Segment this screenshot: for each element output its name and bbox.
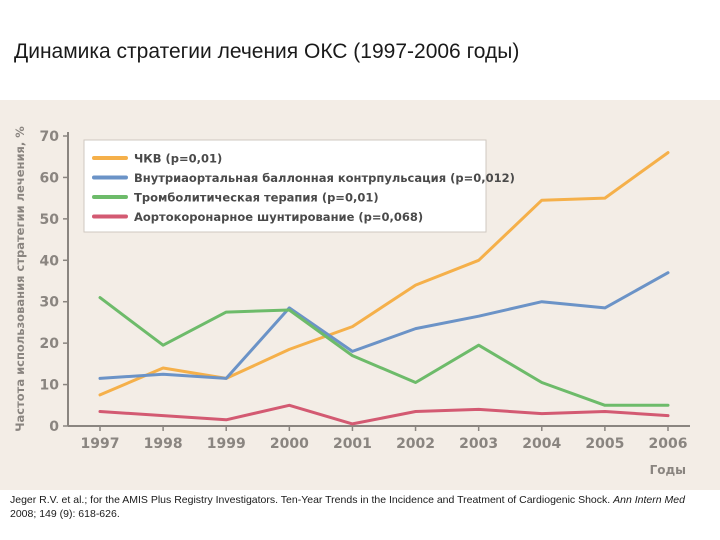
x-tick-label: 1997 (81, 436, 120, 452)
line-chart: 0 10 20 30 40 50 60 70 1997 1998 1999 2000 2001 2002 2… (13, 126, 690, 477)
x-tick-label: 2000 (270, 436, 309, 452)
y-tick-label: 50 (40, 212, 60, 228)
y-tick-label: 40 (40, 253, 60, 269)
y-tick-label: 60 (40, 170, 60, 186)
citation-text: Jeger R.V. et al.; for the AMIS Plus Reg… (10, 494, 611, 506)
x-tick-label: 2003 (459, 436, 498, 452)
series-line-2 (98, 271, 670, 380)
citation-details: 2008; 149 (9): 618-626. (10, 508, 120, 520)
x-axis-title: Годы (650, 463, 686, 477)
x-tick-label: 2004 (522, 436, 561, 452)
y-axis-title: Частота использования стратегии лечения,… (13, 126, 27, 432)
series-line-3 (98, 296, 670, 407)
x-tick-label: 2005 (585, 436, 624, 452)
y-tick-label: 20 (40, 336, 60, 352)
series-line-4 (98, 403, 670, 426)
y-tick-label: 10 (40, 378, 60, 394)
chart-panel: 0 10 20 30 40 50 60 70 1997 1998 1999 2000 2001 2002 2… (0, 100, 720, 490)
axes: 0 10 20 30 40 50 60 70 1997 1998 1999 2000 2001 2002 2… (13, 126, 690, 477)
legend: ЧКВ (p=0,01) Внутриаортальная баллонная к… (83, 139, 515, 233)
x-tick-label: 1999 (207, 436, 246, 452)
x-tick-label: 2002 (396, 436, 435, 452)
page-title: Динамика стратегии лечения ОКС (1997-200… (14, 40, 520, 63)
citation: Jeger R.V. et al.; for the AMIS Plus Reg… (10, 493, 710, 521)
y-tick-label: 0 (49, 419, 59, 435)
x-tick-label: 1998 (144, 436, 183, 452)
series-lines (98, 151, 670, 426)
x-tick-label: 2001 (333, 436, 372, 452)
legend-label-2: Внутриаортальная баллонная контрпульсаци… (134, 171, 515, 185)
legend-label-3: Тромболитическая терапия (p=0,01) (134, 191, 379, 205)
x-tick-label: 2006 (649, 436, 688, 452)
legend-box (83, 139, 487, 233)
series-line-1 (98, 151, 670, 397)
y-tick-label: 70 (40, 129, 60, 145)
citation-journal: Ann Intern Med (613, 494, 685, 506)
y-tick-label: 30 (40, 295, 60, 311)
legend-label-1: ЧКВ (p=0,01) (134, 152, 222, 166)
legend-label-4: Аортокоронарное шунтирование (p=0,068) (134, 210, 423, 224)
